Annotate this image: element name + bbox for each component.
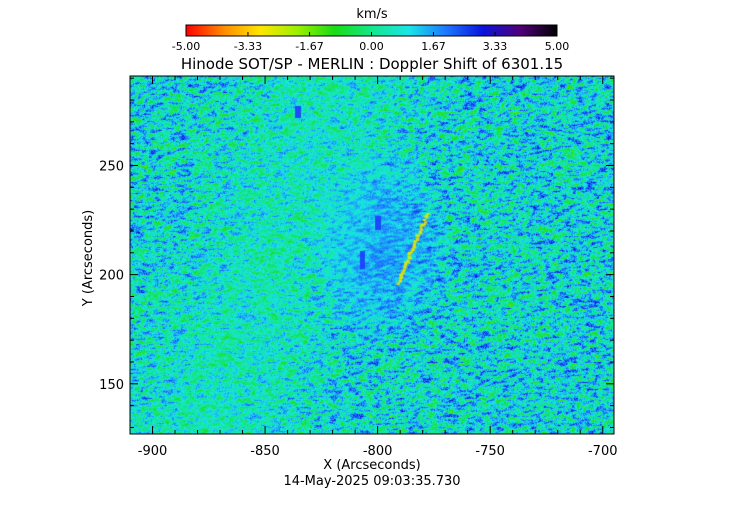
colorbar-tick-label: 5.00: [545, 40, 570, 53]
y-axis: 150 200 250: [99, 77, 614, 428]
doppler-heatmap: [130, 76, 614, 434]
x-tick-label: -700: [588, 444, 618, 459]
x-tick-label: -800: [363, 444, 393, 459]
x-axis-label: X (Arcseconds): [323, 458, 420, 473]
x-tick-label: -750: [475, 444, 505, 459]
plot-frame: [129, 75, 615, 435]
colorbar-tick-label: -1.67: [295, 40, 323, 53]
chart-title: Hinode SOT/SP - MERLIN : Doppler Shift o…: [181, 55, 563, 73]
y-tick-label: 200: [99, 269, 124, 284]
colorbar-ticks: -5.00 -3.33 -1.67 0.00 1.67 3.33 5.00: [172, 32, 569, 53]
colorbar-tick-label: 3.33: [483, 40, 508, 53]
plot-area: -900 -850 -800 -750 -700 150 200 250: [99, 75, 618, 459]
y-tick-label: 150: [99, 378, 124, 393]
colorbar-tick-label: 0.00: [359, 40, 384, 53]
colorbar-unit-label: km/s: [356, 7, 388, 22]
colorbar-tick-label: 1.67: [421, 40, 446, 53]
x-tick-label: -850: [250, 444, 280, 459]
y-axis-label: Y (Arcseconds): [81, 210, 96, 307]
x-tick-label: -900: [138, 444, 168, 459]
y-tick-label: 250: [99, 160, 124, 175]
timestamp: 14-May-2025 09:03:35.730: [283, 474, 460, 489]
colorbar-tick-label: -3.33: [234, 40, 262, 53]
colorbar-tick-label: -5.00: [172, 40, 200, 53]
x-axis: -900 -850 -800 -750 -700: [129, 76, 618, 459]
